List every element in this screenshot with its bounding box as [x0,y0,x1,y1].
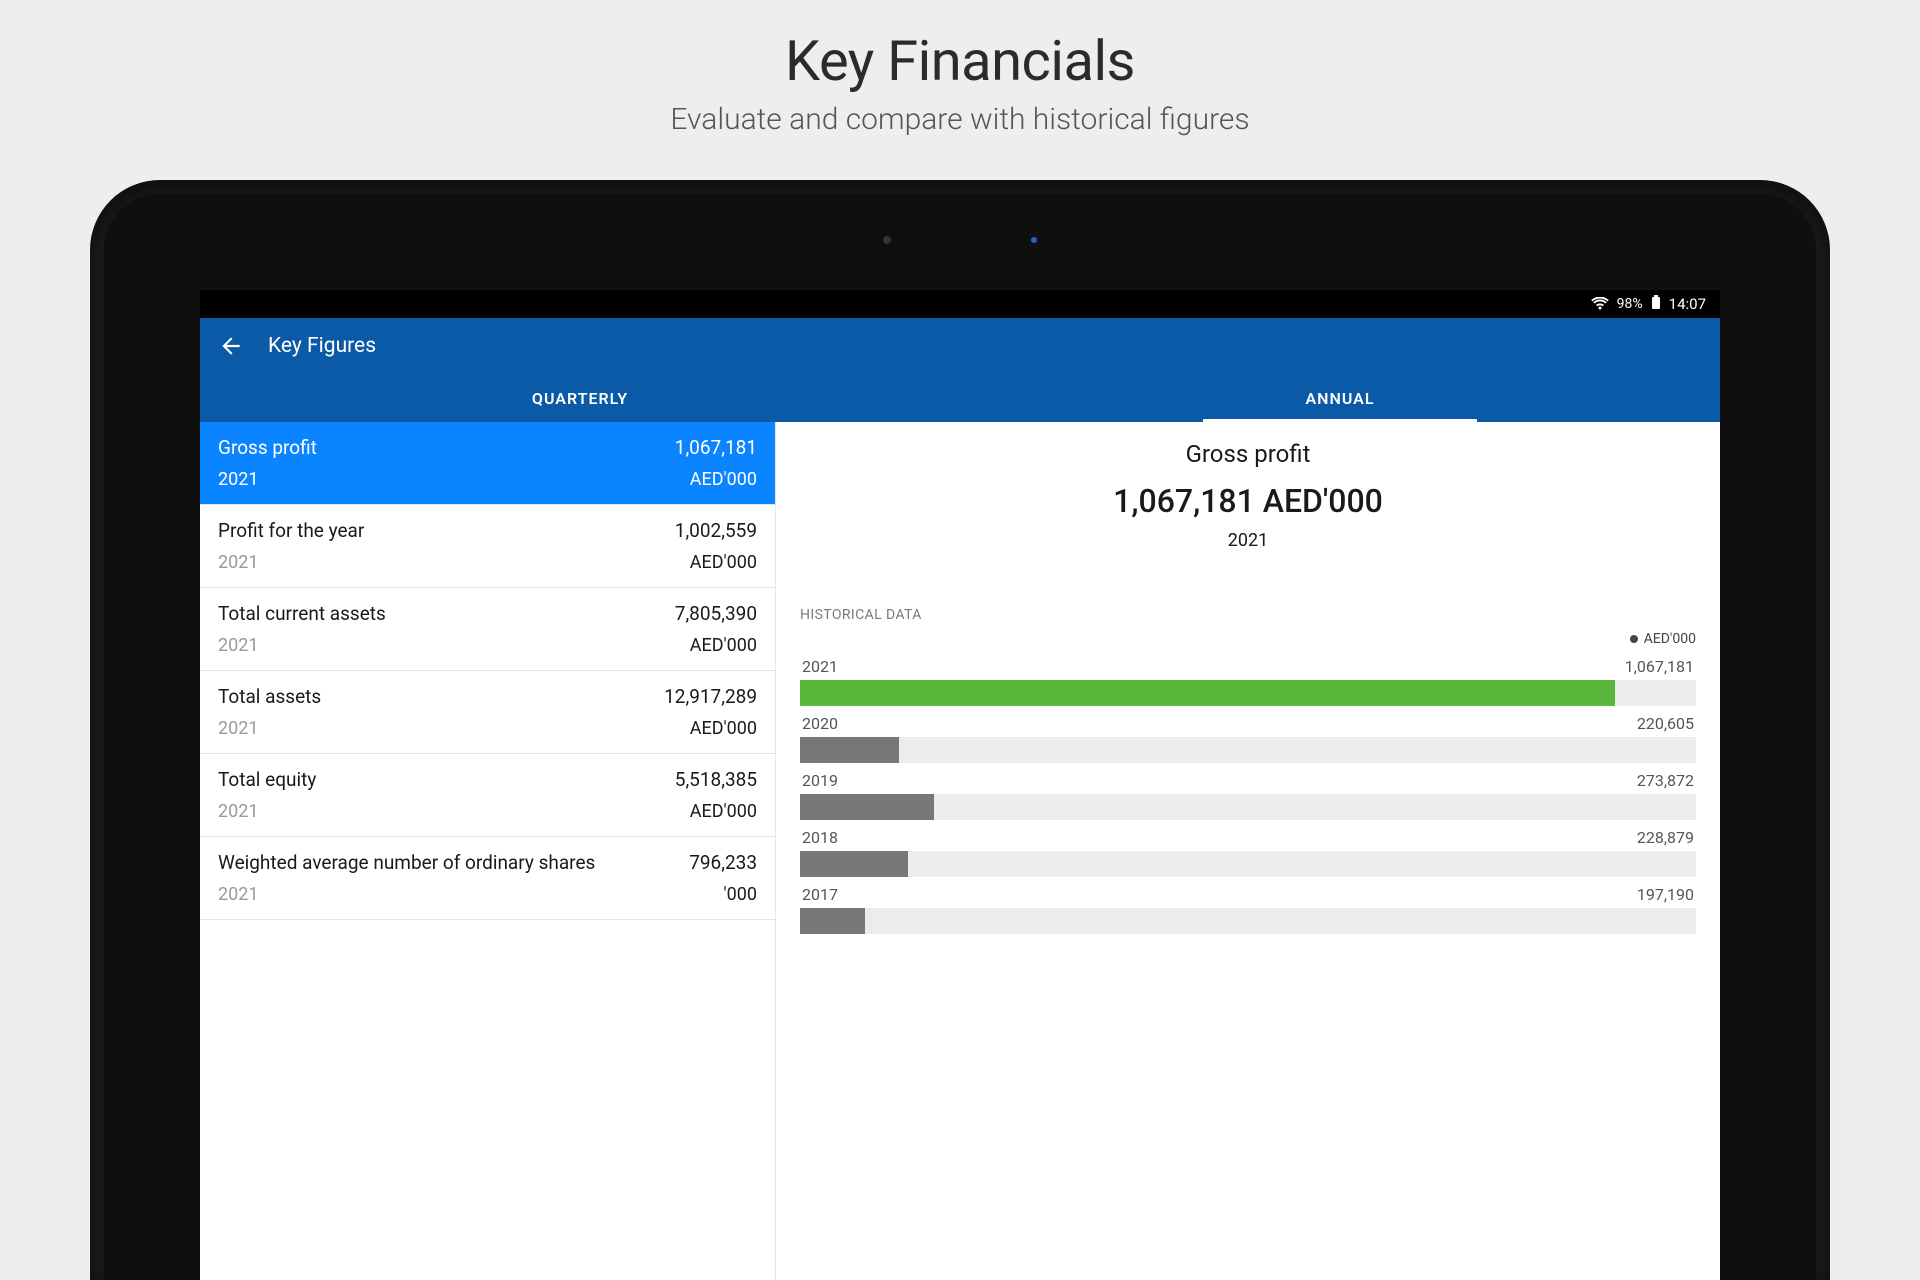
tab-bar: QUARTERLY ANNUAL [200,374,1720,422]
figure-name: Total assets [218,685,321,708]
tablet-camera [883,236,1037,244]
detail-pane: Gross profit 1,067,181 AED'000 2021 HIST… [776,422,1720,1280]
bar-year: 2019 [802,771,838,790]
status-time: 14:07 [1669,295,1706,313]
bar-fill [800,794,934,820]
figure-unit: '000 [724,884,758,905]
figure-value: 796,233 [689,851,757,874]
figure-unit: AED'000 [690,718,757,739]
detail-value: 1,067,181 AED'000 [800,482,1696,520]
bar-fill [800,680,1615,706]
bar-fill [800,737,899,763]
figure-row[interactable]: Total equity 5,518,385 2021 AED'000 [200,754,775,837]
chart-bar-row: 2019 273,872 [800,771,1696,820]
bar-value: 1,067,181 [1625,657,1694,676]
app-bar-title: Key Figures [268,334,376,358]
figure-year: 2021 [218,718,258,739]
bar-value: 220,605 [1637,714,1694,733]
figure-name: Total equity [218,768,316,791]
figure-unit: AED'000 [690,552,757,573]
figure-unit: AED'000 [690,469,757,490]
status-bar: 98% 14:07 [200,290,1720,318]
chart-bar-row: 2021 1,067,181 [800,657,1696,706]
figure-row[interactable]: Profit for the year 1,002,559 2021 AED'000 [200,505,775,588]
bar-year: 2020 [802,714,838,733]
tablet-frame: 98% 14:07 Key Figures QUARTERLY ANNUAL G… [90,180,1830,1280]
figure-value: 12,917,289 [664,685,757,708]
tab-quarterly[interactable]: QUARTERLY [200,374,960,422]
figure-name: Weighted average number of ordinary shar… [218,851,595,874]
historical-data-label: HISTORICAL DATA [800,607,1696,623]
figure-name: Total current assets [218,602,386,625]
chart-bar-row: 2017 197,190 [800,885,1696,934]
figure-year: 2021 [218,635,258,656]
figure-value: 1,002,559 [675,519,757,542]
figure-unit: AED'000 [690,801,757,822]
figure-value: 1,067,181 [675,436,757,459]
back-arrow-icon[interactable] [218,333,244,359]
bar-year: 2017 [802,885,838,904]
legend-dot-icon [1630,635,1638,643]
bar-track [800,908,1696,934]
legend-unit: AED'000 [1644,631,1696,647]
tab-annual[interactable]: ANNUAL [960,374,1720,422]
figure-year: 2021 [218,552,258,573]
figure-unit: AED'000 [690,635,757,656]
detail-year: 2021 [800,530,1696,551]
chart-bar-row: 2018 228,879 [800,828,1696,877]
bar-year: 2018 [802,828,838,847]
historical-bar-chart: 20211,067,1812020220,6052019273,87220182… [800,657,1696,934]
figure-name: Gross profit [218,436,317,459]
screen: 98% 14:07 Key Figures QUARTERLY ANNUAL G… [200,290,1720,1280]
bar-value: 228,879 [1637,828,1694,847]
figure-row[interactable]: Total assets 12,917,289 2021 AED'000 [200,671,775,754]
bar-track [800,851,1696,877]
chart-legend: AED'000 [800,631,1696,647]
figure-value: 7,805,390 [675,602,757,625]
battery-icon [1651,295,1661,313]
bar-value: 273,872 [1637,771,1694,790]
bar-track [800,680,1696,706]
page-title: Key Financials [0,28,1920,94]
figure-year: 2021 [218,801,258,822]
figure-year: 2021 [218,884,258,905]
page-header: Key Financials Evaluate and compare with… [0,0,1920,137]
figures-list[interactable]: Gross profit1,067,1812021AED'000Profit f… [200,422,776,1280]
figure-row[interactable]: Weighted average number of ordinary shar… [200,837,775,920]
figure-row[interactable]: Gross profit 1,067,181 2021 AED'000 [200,422,775,505]
app-bar: Key Figures [200,318,1720,374]
detail-title: Gross profit [800,440,1696,468]
bar-value: 197,190 [1637,885,1694,904]
battery-percent: 98% [1617,296,1643,312]
page-subtitle: Evaluate and compare with historical fig… [0,102,1920,137]
figure-name: Profit for the year [218,519,364,542]
bar-track [800,794,1696,820]
figure-row[interactable]: Total current assets 7,805,390 2021 AED'000 [200,588,775,671]
bar-fill [800,908,865,934]
figure-value: 5,518,385 [675,768,757,791]
bar-track [800,737,1696,763]
wifi-icon [1591,297,1609,311]
chart-bar-row: 2020 220,605 [800,714,1696,763]
figure-year: 2021 [218,469,258,490]
bar-fill [800,851,908,877]
bar-year: 2021 [802,657,838,676]
